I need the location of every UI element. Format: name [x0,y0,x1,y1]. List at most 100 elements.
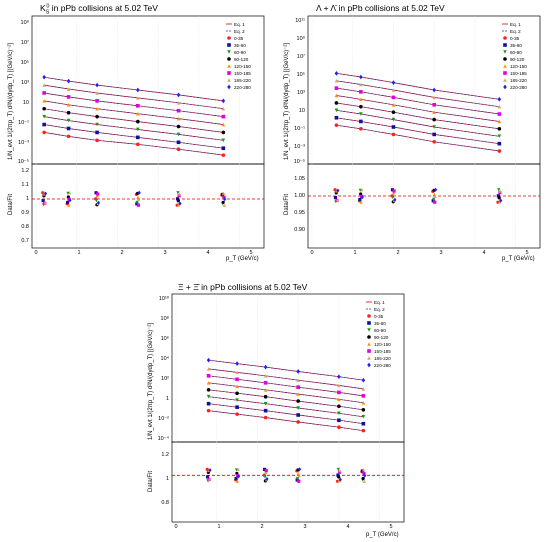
ratio-point [297,479,301,483]
data-point [235,412,239,416]
data-point [263,364,268,370]
data-point [432,140,436,144]
ratio-point [43,191,48,196]
ratio-point [208,468,212,473]
data-point [497,112,502,116]
data-point [391,95,396,100]
ratio-tick-label: 0.8 [161,500,169,506]
legend-label: 185-220 [374,356,391,361]
data-point [66,103,71,107]
data-point [337,418,341,423]
ratio-point [41,191,45,195]
data-point [497,119,502,124]
legend: Eq. 1 Eq. 2 0-35 35-60 60-90 90-120 120-… [510,22,527,90]
panel-title-xi: Ξ + Ξ̄ in pPb collisions at 5.02 TeV [178,282,308,292]
data-point [235,370,239,375]
data-point [42,122,46,127]
ratio-point [68,198,72,203]
ratio-tick-label: 1.05 [294,176,305,182]
ratio-point [96,200,101,205]
ratio-point [221,200,225,204]
data-point [42,106,46,111]
ratio-point [391,196,395,200]
data-point [296,399,300,403]
ratio-point [263,475,267,479]
data-point [391,88,396,92]
x-tick-label: 2 [260,524,263,530]
ratio-point [392,191,396,195]
data-point [263,408,268,413]
data-point [263,387,268,392]
data-point [42,91,46,95]
ratio-point [178,201,182,206]
data-point [176,101,181,105]
data-point [359,90,363,94]
ratio-point [499,198,503,203]
panel-title-lambda: Λ + Λ̄ in pPb collisions at 5.02 TeV [316,3,445,13]
ratio-point [496,194,500,198]
data-point [66,118,71,123]
ratio-point [66,195,70,199]
data-point [136,87,140,93]
legend-label: 90-120 [234,57,249,62]
data-point [391,132,396,137]
data-point [391,103,396,107]
data-point [95,130,99,135]
legend-label: 60-90 [374,328,386,333]
ratio-tick-label: 1 [166,476,169,482]
y-tick-label: 10¹⁰ [159,295,170,302]
data-point [176,92,181,98]
x-tick-label: 5 [525,250,528,256]
y-tick-label: 10⁸ [161,315,169,322]
fit-curve-eq2 [208,410,364,432]
data-point [432,110,436,114]
x-tick-label: 4 [346,524,349,530]
data-point [359,74,363,80]
ratio-tick-label: 0.95 [294,210,305,216]
ratio-tick-label: 1.2 [21,168,29,174]
data-point [136,142,140,147]
ratio-point [41,199,45,203]
x-tick-label: 2 [120,250,123,256]
x-tick-label: 1 [217,524,220,530]
data-point [337,397,341,402]
data-point [176,124,181,129]
data-point [359,82,363,87]
legend-label: 150-185 [510,71,527,76]
x-axis-label: p_T (GeV/c) [502,256,535,262]
ratio-point [95,194,99,198]
legend-label: 90-120 [510,57,525,62]
legend-marker [503,64,507,68]
data-point [206,374,211,378]
data-point [337,383,341,388]
fit-curve-eq1 [44,124,224,149]
legend-marker [367,335,371,339]
legend-label: 0-35 [374,314,384,319]
ratio-point [393,197,397,202]
y-tick-label: 10⁹ [21,19,29,26]
y-tick-label: 10⁹ [297,35,305,42]
ratio-point [137,190,141,195]
data-point [359,97,363,102]
data-point [221,153,226,157]
data-point [337,425,341,430]
ratio-point [96,192,100,196]
fit-curve-eq2 [208,375,364,397]
legend-marker [227,36,231,40]
data-point [497,141,502,146]
y-tick-label: 10¹¹ [295,18,305,24]
ratio-point [336,473,340,477]
data-point [176,116,181,121]
y-axis-label: 1/N_evt 1/(2πp_T) d²N/(dydp_T) [(GeV/c)⁻… [8,43,14,160]
x-tick-label: 4 [206,250,209,256]
x-tick-label: 5 [249,250,252,256]
ratio-point [433,187,438,192]
y-axis-label: 1/N_evt 1/(2πp_T) d²N/(dydp_T) [(GeV/c)⁻… [148,323,154,440]
y-tick-label: 10⁻¹ [18,120,29,126]
x-tick-label: 0 [310,250,313,256]
y-axis-label: 1/N_evt 1/(2πp_T) d²N/(dydp_T) [(GeV/c)⁻… [284,43,290,160]
ratio-point [264,470,268,474]
data-point [359,104,363,109]
x-tick-label: 5 [389,524,392,530]
data-point [432,117,436,122]
